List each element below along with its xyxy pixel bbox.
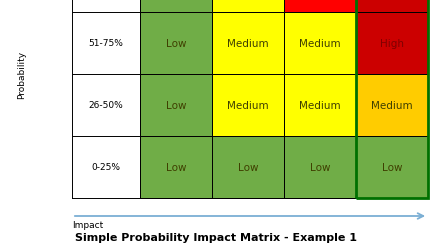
Text: Medium: Medium bbox=[227, 100, 269, 110]
Text: Low: Low bbox=[166, 162, 186, 172]
Bar bbox=[140, 0, 212, 13]
Bar bbox=[140, 136, 212, 198]
Bar bbox=[284, 136, 356, 198]
Text: Low: Low bbox=[166, 100, 186, 110]
Bar bbox=[356, 13, 428, 75]
Text: 51-75%: 51-75% bbox=[89, 39, 124, 48]
Bar bbox=[212, 13, 284, 75]
Bar bbox=[356, 0, 428, 13]
Text: 26-50%: 26-50% bbox=[89, 101, 124, 110]
Bar bbox=[212, 0, 284, 13]
Text: 0-25%: 0-25% bbox=[92, 163, 121, 172]
Bar bbox=[212, 75, 284, 136]
Text: Impact: Impact bbox=[72, 220, 103, 229]
Bar bbox=[356, 75, 428, 136]
Text: Simple Probability Impact Matrix - Example 1: Simple Probability Impact Matrix - Examp… bbox=[75, 232, 357, 242]
Text: Medium: Medium bbox=[227, 39, 269, 49]
Bar bbox=[140, 13, 212, 75]
Text: Low: Low bbox=[238, 162, 258, 172]
Text: Medium: Medium bbox=[371, 100, 413, 110]
Bar bbox=[356, 0, 428, 198]
Bar bbox=[212, 136, 284, 198]
Text: Low: Low bbox=[382, 162, 402, 172]
Bar bbox=[284, 13, 356, 75]
Bar bbox=[140, 75, 212, 136]
Text: Low: Low bbox=[310, 162, 330, 172]
Text: Low: Low bbox=[166, 39, 186, 49]
Bar bbox=[356, 136, 428, 198]
Text: Medium: Medium bbox=[299, 39, 341, 49]
Text: Medium: Medium bbox=[299, 100, 341, 110]
Text: Probability: Probability bbox=[18, 51, 26, 99]
Bar bbox=[284, 0, 356, 13]
Bar bbox=[284, 75, 356, 136]
Text: High: High bbox=[380, 39, 404, 49]
